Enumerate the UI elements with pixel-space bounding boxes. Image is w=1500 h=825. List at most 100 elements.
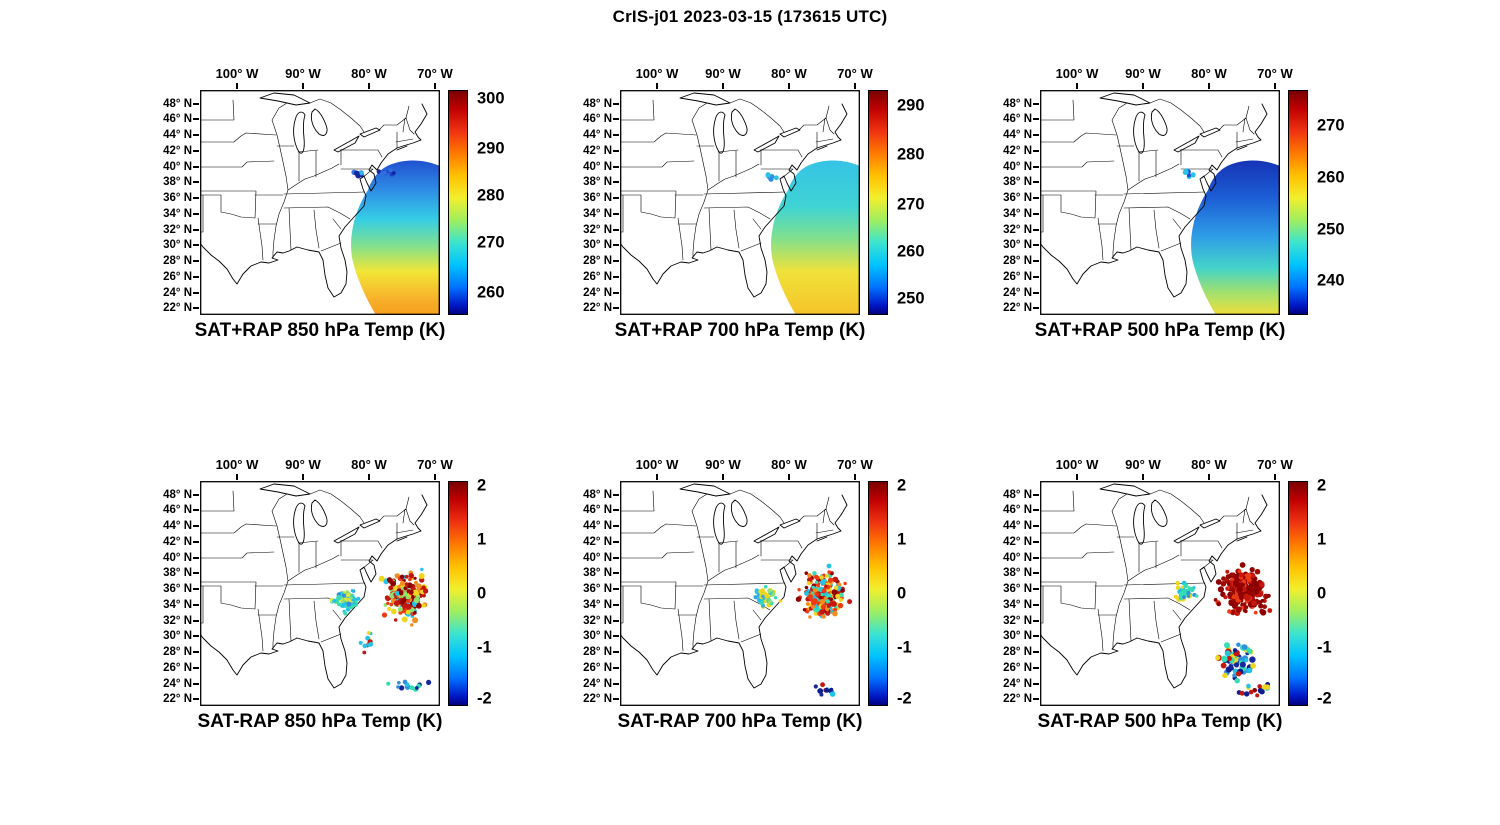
y-tick-mark [1033,291,1039,294]
y-tick-mark [1033,666,1039,669]
y-tick-label: 38° N [163,567,192,580]
y-tick-label: 28° N [1003,646,1032,658]
x-tick-label: 90° W [285,457,321,472]
y-tick-mark [193,493,199,496]
map-850-difference: 100° W 90° W 80° W 70° W 48° N 46° N 44° N 42° … [163,457,453,706]
y-tick-label: 42° N [163,144,192,157]
colorbar-labels: 2 1 0 -1 -2 [1317,476,1377,708]
colorbar-tick-label: -1 [477,638,492,656]
y-tick-mark [613,540,619,543]
y-tick-mark [193,635,199,638]
y-tick-label: 22° N [583,693,612,706]
y-tick-label: 38° N [1003,567,1032,580]
colorbar [448,90,468,315]
y-tick-label: 44° N [163,520,192,532]
x-tick-mark [787,474,790,480]
y-tick-mark [613,682,619,685]
x-tick-mark [1141,474,1144,480]
colorbar [868,481,888,706]
panel-sat-minus-rap-700: 100° W 90° W 80° W 70° W 48° N 46° N 44° N 42° … [583,457,960,781]
obs-dots [765,172,779,182]
axes-frame [620,90,860,315]
axes-frame [200,90,440,315]
y-tick-mark [1033,525,1039,527]
x-tick-label: 70° W [1257,457,1293,472]
y-tick-mark [1033,134,1039,136]
y-tick-mark [1033,149,1039,152]
y-tick-mark [1033,228,1039,231]
y-tick-mark [1033,556,1039,559]
y-tick-label: 24° N [1003,286,1032,299]
y-tick-mark [613,619,619,622]
y-tick-label: 34° N [1003,207,1032,220]
colorbar [1288,90,1308,315]
y-tick-label: 46° N [583,113,612,126]
y-tick-mark [193,212,199,215]
x-tick-mark [721,83,724,89]
panel-title: SAT+RAP 700 hPa Temp (K) [614,320,866,341]
y-tick-label: 24° N [163,286,192,299]
y-tick-label: 32° N [163,614,192,627]
x-tick-label: 90° W [285,66,321,81]
x-tick-mark [1207,83,1210,89]
y-tick-mark [613,493,619,496]
y-tick-label: 32° N [1003,223,1032,236]
y-tick-label: 38° N [163,176,192,189]
x-tick-mark [655,83,658,89]
x-tick-mark [235,83,238,89]
y-tick-mark [193,291,199,294]
colorbar-tick-label: -1 [1317,638,1332,656]
y-tick-label: 40° N [583,551,612,564]
x-tick-label: 70° W [837,457,873,472]
y-tick-label: 38° N [583,176,612,189]
y-tick-mark [193,588,199,590]
y-tick-label: 40° N [163,551,192,564]
y-tick-mark [613,118,619,121]
y-tick-label: 32° N [583,614,612,627]
map-850-analysis: 100° W 90° W 80° W 70° W 48° N 46° N 44° N 42° … [163,66,453,315]
x-tick-label: 70° W [417,457,453,472]
y-tick-label: 44° N [1003,129,1032,141]
x-tick-label: 80° W [771,457,807,472]
obs-dots [753,563,853,697]
y-tick-mark [193,556,199,559]
y-tick-label: 48° N [583,97,612,110]
x-tick-label: 100° W [635,457,679,472]
panel-title: SAT-RAP 700 hPa Temp (K) [617,711,863,732]
y-tick-label: 34° N [583,207,612,220]
colorbar-tick-label: 290 [477,139,505,157]
y-tick-label: 22° N [163,302,192,315]
y-tick-label: 36° N [163,192,192,204]
y-tick-label: 40° N [1003,551,1032,564]
colorbar-tick-label: -2 [1317,689,1332,708]
colorbar-tick-label: 250 [897,289,925,308]
y-tick-label: 36° N [1003,192,1032,204]
obs-dots [1182,168,1196,180]
colorbar-tick-label: 260 [477,283,505,301]
y-tick-mark [613,165,619,168]
y-tick-label: 24° N [583,677,612,690]
y-tick-mark [193,525,199,527]
y-tick-label: 36° N [163,583,192,595]
colorbar-tick-label: 1 [477,530,487,548]
x-tick-mark [1141,83,1144,89]
x-tick-label: 70° W [1257,66,1293,81]
y-tick-mark [193,698,199,701]
satellite-swath [1191,160,1280,315]
x-tick-mark [1273,474,1276,480]
y-tick-mark [193,666,199,669]
y-tick-label: 34° N [1003,598,1032,611]
y-tick-mark [613,509,619,512]
y-tick-mark [613,149,619,152]
x-tick-label: 70° W [837,66,873,81]
y-tick-mark [1033,212,1039,215]
colorbar-labels: 290 280 270 260 250 [897,90,957,315]
y-tick-label: 42° N [583,535,612,548]
colorbar-tick-label: 1 [897,530,907,548]
y-tick-label: 44° N [583,129,612,141]
panel-sat-plus-rap-700: 100° W 90° W 80° W 70° W 48° N 46° N 44° N 42° … [583,66,960,390]
colorbar [1288,481,1308,706]
y-tick-mark [193,651,199,653]
x-tick-mark [433,474,436,480]
y-tick-label: 34° N [163,598,192,611]
